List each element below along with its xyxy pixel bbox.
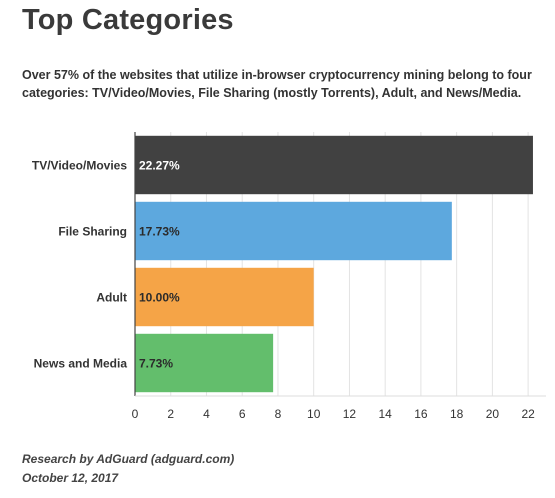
- axes: 0 2 4 6 8 10 12 14 16 18 20 22 TV/Video/Movies File S…: [32, 132, 546, 421]
- category-label-0: TV/Video/Movies: [32, 159, 127, 173]
- x-tick-label-14: 14: [378, 407, 392, 421]
- x-tick-label-0: 0: [132, 407, 139, 421]
- category-label-3: News and Media: [34, 357, 128, 371]
- x-tick-label-2: 2: [167, 407, 174, 421]
- bar-file-sharing: [135, 201, 452, 261]
- publish-date: October 12, 2017: [22, 471, 119, 485]
- chart-title: Top Categories: [22, 4, 234, 36]
- data-label-2: 10.00%: [139, 291, 180, 305]
- x-tick-label-18: 18: [450, 407, 464, 421]
- data-label-1: 17.73%: [139, 225, 180, 239]
- bars: 22.27% 17.73% 10.00% 7.73%: [135, 135, 533, 393]
- x-tick-label-8: 8: [275, 407, 282, 421]
- bar-chart: 22.27% 17.73% 10.00% 7.73% 0 2 4 6 8 10 12 14 16 18 2…: [32, 132, 546, 421]
- x-tick-label-6: 6: [239, 407, 246, 421]
- data-label-0: 22.27%: [139, 159, 180, 173]
- category-label-2: Adult: [96, 291, 127, 305]
- x-tick-label-12: 12: [343, 407, 357, 421]
- bar-adult: [135, 267, 314, 327]
- x-tick-label-16: 16: [414, 407, 428, 421]
- x-tick-label-4: 4: [203, 407, 210, 421]
- chart-subtitle: Over 57% of the websites that utilize in…: [22, 68, 532, 100]
- x-tick-label-10: 10: [307, 407, 321, 421]
- data-label-3: 7.73%: [139, 357, 173, 371]
- bar-tv-video-movies: [135, 135, 533, 195]
- bar-news-and-media: [135, 333, 274, 393]
- x-tick-label-22: 22: [521, 407, 535, 421]
- category-label-1: File Sharing: [58, 225, 127, 239]
- x-tick-label-20: 20: [486, 407, 500, 421]
- source-credit: Research by AdGuard (adguard.com): [22, 452, 235, 466]
